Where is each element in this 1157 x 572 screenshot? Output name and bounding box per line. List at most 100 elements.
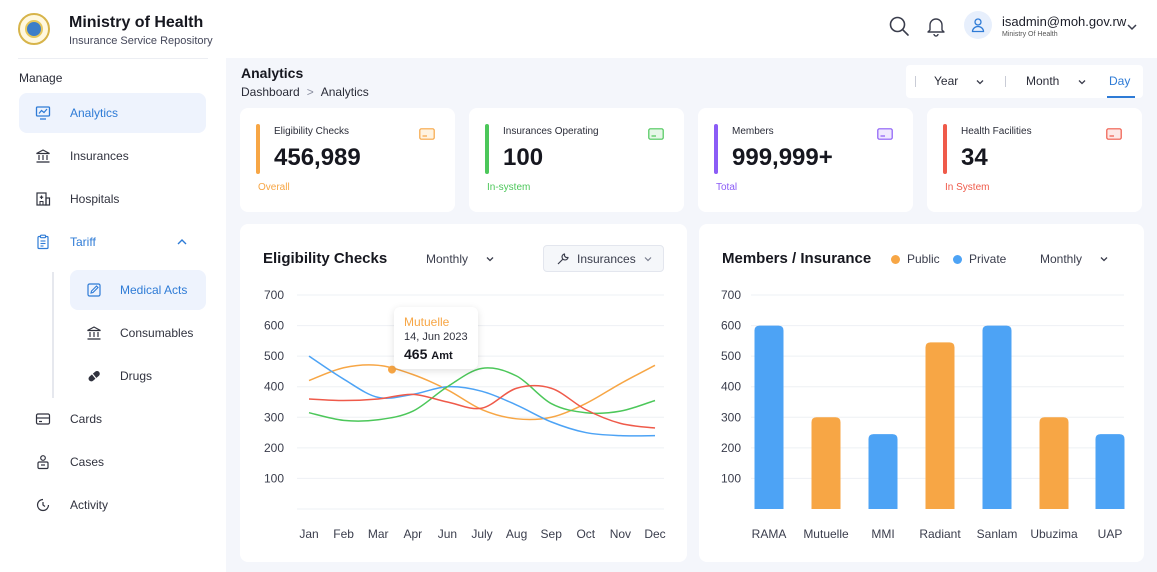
eligibility-chart-card: Eligibility Checks Monthly Insurances 10… [240,224,687,562]
insurances-filter-button[interactable]: Insurances [543,245,664,272]
sidebar-item-tariff[interactable]: Tariff [19,222,206,262]
x-tick-label: Sep [541,527,563,541]
sidebar-item-insurances[interactable]: Insurances [19,136,206,176]
sidebar-item-label: Tariff [70,235,96,249]
submenu-line [52,272,54,398]
stat-footnote: Total [716,182,738,193]
chart-tooltip: Mutuelle 14, Jun 2023 465 Amt [394,307,478,369]
sidebar-subitem-drugs[interactable]: Drugs [70,356,206,396]
bar[interactable] [868,434,898,509]
series-line [308,367,656,422]
stat-footnote: In System [945,182,990,193]
range-divider [915,76,916,87]
sidebar-item-analytics[interactable]: Analytics [19,93,206,133]
members-bar-chart: 100 200 300 400 500 600 700 RAMA Mutuelle MMI Radi… [721,288,1125,541]
pill-icon [88,371,100,382]
breadcrumb-dashboard[interactable]: Dashboard [241,85,300,99]
highlighted-point[interactable] [388,365,396,374]
chevron-down-icon[interactable] [974,76,986,88]
chevron-down-icon[interactable] [484,253,496,265]
stat-label: Eligibility Checks [274,126,350,137]
stat-card-insurances[interactable]: Insurances Operating 100 In-system [469,108,684,212]
sidebar-item-label: Analytics [70,106,119,120]
sidebar-subitem-consumables[interactable]: Consumables [70,313,206,353]
x-tick-label: Apr [403,527,422,541]
sidebar-item-label: Cases [70,455,105,469]
stat-card-health-facilities[interactable]: Health Facilities 34 In System [927,108,1142,212]
avatar[interactable] [964,11,992,39]
series-line [308,384,656,429]
y-tick-label: 400 [264,380,284,394]
tooltip-value-number: 465 [404,346,428,362]
range-month[interactable]: Month [1026,74,1060,88]
chevron-down-icon[interactable] [1125,20,1139,34]
search-icon[interactable] [888,15,910,37]
bar[interactable] [811,417,841,509]
sidebar-item-label: Hospitals [70,192,120,206]
bar[interactable] [1039,417,1069,509]
user-email[interactable]: isadmin@moh.gov.rw [1002,14,1127,29]
x-tick-label: July [471,527,492,541]
y-tick-label: 300 [721,410,741,424]
y-tick-label: 700 [721,288,741,302]
stat-accent-bar [714,124,718,174]
card-icon [419,128,435,140]
tooltip-value: 465 Amt [404,346,453,362]
y-tick-label: 600 [721,319,741,333]
chevron-down-icon[interactable] [1076,76,1088,88]
sidebar-item-cards[interactable]: Cards [19,399,206,439]
x-tick-label: Oct [576,527,595,541]
x-tick-label: Dec [644,527,665,541]
stat-accent-bar [943,124,947,174]
y-tick-label: 200 [721,441,741,455]
date-range-selector: Year Month Day [906,65,1143,98]
x-tick-label: MMI [871,527,894,541]
range-day[interactable]: Day [1109,74,1131,88]
bar[interactable] [925,342,955,509]
stat-value: 456,989 [274,144,361,171]
sidebar-item-cases[interactable]: Cases [19,442,206,482]
sidebar-subitem-label: Drugs [120,369,153,383]
bar[interactable] [1095,434,1125,509]
bell-icon[interactable] [925,15,947,37]
y-tick-label: 500 [721,349,741,363]
card-icon [1106,128,1122,140]
period-dropdown[interactable]: Monthly [426,252,469,266]
stat-card-members[interactable]: Members 999,999+ Total [698,108,913,212]
person-case-icon [37,455,49,470]
sidebar-subitem-medical-acts[interactable]: Medical Acts [70,270,206,310]
stat-accent-bar [256,124,260,174]
x-tick-label: Feb [333,527,354,541]
x-tick-label: Mutuelle [803,527,849,541]
sidebar: Manage Analytics Insurances Hospitals [0,58,226,572]
y-tick-label: 600 [264,319,284,333]
sidebar-item-hospitals[interactable]: Hospitals [19,179,206,219]
sidebar-divider [18,58,208,59]
sidebar-item-label: Cards [70,412,103,426]
bank-icon [36,149,50,163]
card-icon [648,128,664,140]
insurances-filter-label: Insurances [577,252,636,266]
chevron-down-icon[interactable] [1098,253,1110,265]
bar[interactable] [982,325,1012,509]
chevron-up-icon[interactable] [175,235,189,249]
top-header: Ministry of Health Insurance Service Rep… [0,0,1157,58]
logo-emblem [25,20,43,38]
stat-value: 100 [503,144,544,171]
user-org: Ministry Of Health [1002,31,1058,38]
stat-card-eligibility[interactable]: Eligibility Checks 456,989 Overall [240,108,455,212]
tooltip-unit: Amt [431,350,453,362]
clipboard-icon [37,234,49,250]
edit-doc-icon [87,283,101,297]
bar[interactable] [754,325,784,509]
sidebar-item-activity[interactable]: Activity [19,485,206,525]
range-year[interactable]: Year [934,74,959,88]
chevron-down-icon [644,257,652,262]
stat-label: Members [732,126,774,137]
tooltip-series: Mutuelle [404,315,450,329]
y-tick-label: 200 [264,441,284,455]
y-tick-label: 100 [264,471,284,485]
ministry-logo [18,13,50,45]
chart-monitor-icon [35,106,51,120]
period-dropdown[interactable]: Monthly [1040,252,1083,266]
